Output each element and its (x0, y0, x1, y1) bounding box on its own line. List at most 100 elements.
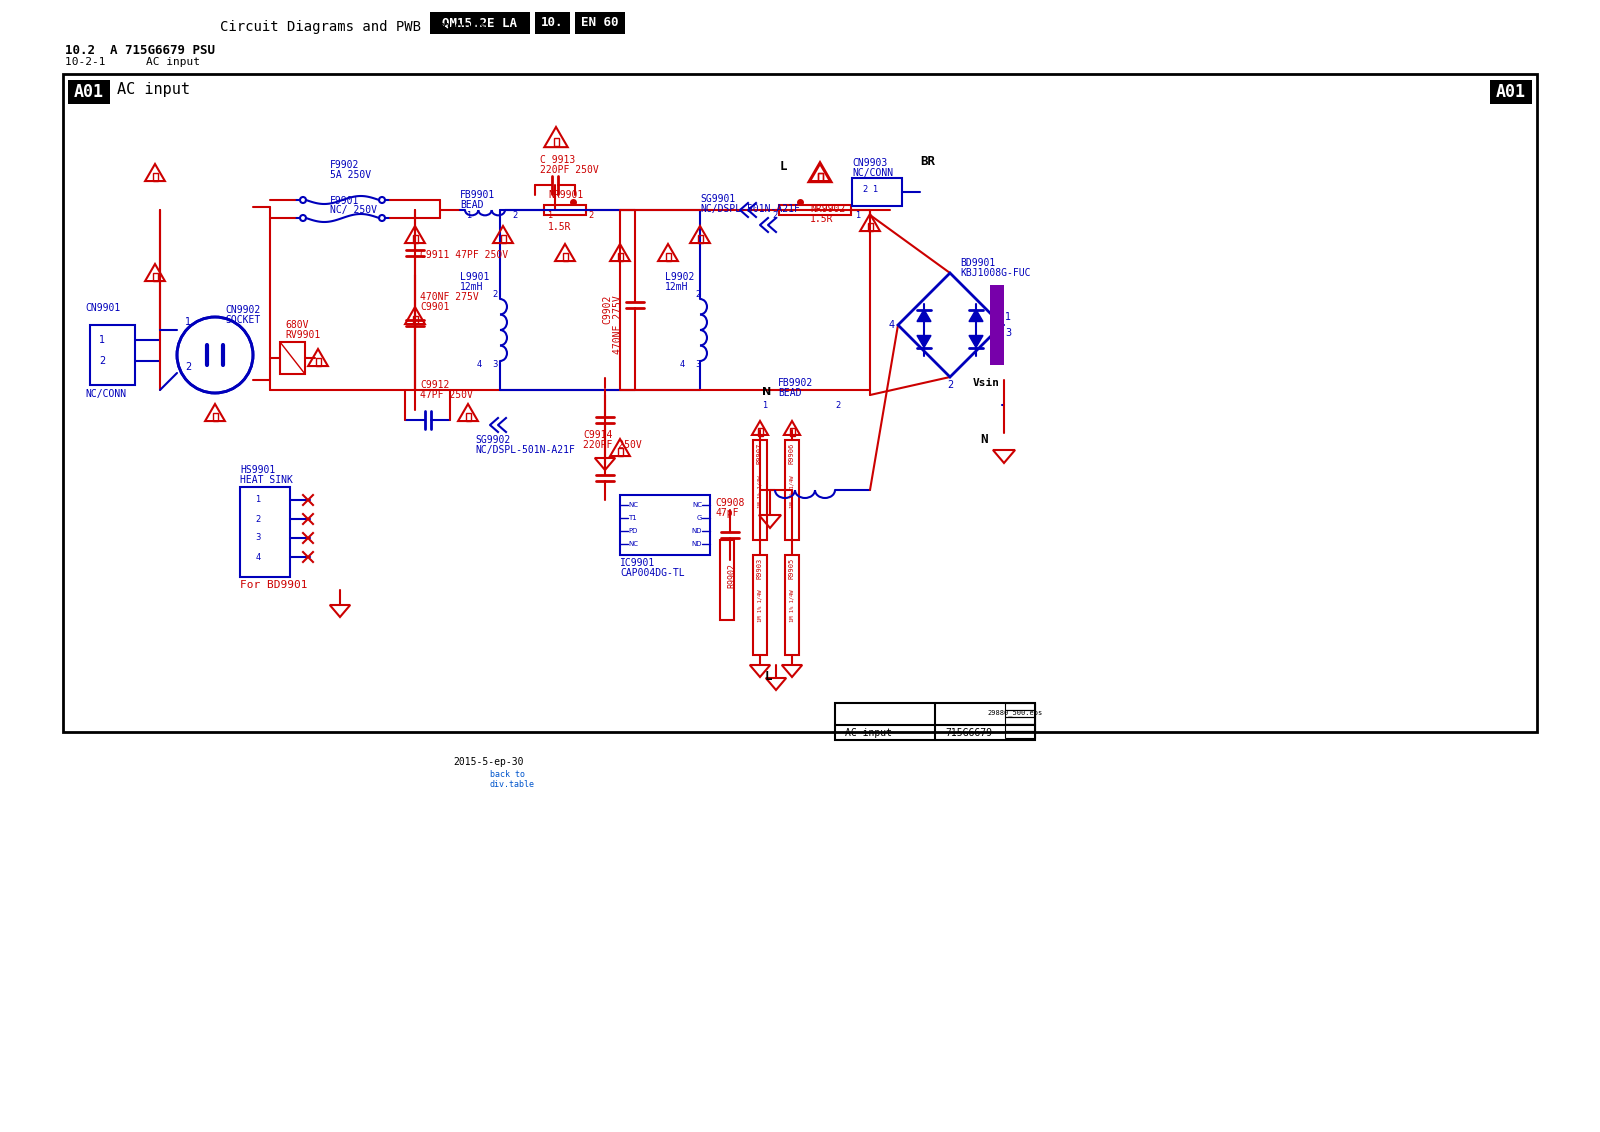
Text: IC9901: IC9901 (621, 558, 656, 568)
Text: 470NF 275V: 470NF 275V (613, 295, 622, 353)
Bar (534, 12, 570, 34)
Text: 2: 2 (186, 362, 192, 372)
Text: 220PF 250V: 220PF 250V (541, 165, 598, 175)
Text: C9902: C9902 (602, 295, 611, 325)
Text: C9911 47PF 250V: C9911 47PF 250V (419, 250, 509, 260)
Text: 220PF 250V: 220PF 250V (582, 440, 642, 451)
Bar (280, 342, 306, 374)
Bar (621, 495, 710, 555)
Text: HEAT SINK: HEAT SINK (240, 475, 293, 484)
Text: 5A 250V: 5A 250V (330, 170, 371, 180)
Text: NC: NC (627, 541, 638, 547)
Bar (698, 235, 702, 243)
Text: AC input: AC input (117, 82, 190, 97)
Text: NC: NC (691, 501, 702, 508)
Text: NC/DSPL-501N-A21F: NC/DSPL-501N-A21F (475, 445, 574, 455)
Bar (618, 252, 622, 261)
Bar (1005, 724, 1035, 731)
Text: 2: 2 (589, 211, 594, 220)
Bar (315, 358, 320, 366)
Text: 1.5R: 1.5R (810, 214, 834, 224)
Bar (152, 173, 157, 181)
Text: 1: 1 (872, 185, 877, 194)
Text: F9901: F9901 (330, 196, 360, 206)
Bar (213, 413, 218, 421)
Bar (1005, 731, 1035, 738)
Polygon shape (917, 335, 931, 348)
Text: BR: BR (920, 155, 934, 168)
Text: 680V: 680V (285, 320, 309, 331)
Text: NC/ 250V: NC/ 250V (330, 205, 378, 215)
Bar (152, 273, 157, 281)
Text: T1: T1 (627, 515, 637, 521)
Text: NC/DSPL-501N-A21F: NC/DSPL-501N-A21F (701, 204, 800, 214)
Text: R9902: R9902 (726, 563, 736, 588)
Text: ND: ND (691, 541, 702, 547)
Text: 3: 3 (694, 360, 701, 369)
Text: 10.2  A 715G6679 PSU: 10.2 A 715G6679 PSU (66, 44, 214, 57)
Bar (67, 80, 110, 104)
Bar (413, 235, 418, 243)
Text: Vsin: Vsin (973, 378, 1000, 388)
Text: NC/CONN: NC/CONN (85, 389, 126, 398)
Text: 2: 2 (493, 290, 498, 299)
Bar (818, 173, 822, 181)
Bar (818, 173, 822, 181)
Text: 47pF: 47pF (715, 508, 739, 518)
Text: 1: 1 (466, 211, 472, 220)
Text: 2015-5-ep-30: 2015-5-ep-30 (453, 757, 523, 767)
Text: 2: 2 (694, 290, 701, 299)
Text: L: L (781, 160, 787, 173)
Text: BD9901: BD9901 (960, 258, 995, 268)
Text: 29880_500.eps: 29880_500.eps (987, 709, 1042, 715)
Bar (1005, 703, 1035, 710)
Text: FB9901: FB9901 (461, 190, 496, 200)
Bar (789, 428, 795, 436)
Text: 1M 1% 1/4W: 1M 1% 1/4W (757, 475, 762, 507)
Text: 4: 4 (477, 360, 482, 369)
Text: 4: 4 (890, 320, 894, 331)
Text: CN9902: CN9902 (226, 305, 261, 315)
Text: BEAD: BEAD (461, 200, 483, 211)
Text: CN9903: CN9903 (851, 158, 888, 168)
Text: R9903: R9903 (757, 558, 763, 580)
Text: C9901: C9901 (419, 302, 450, 312)
Text: AC input: AC input (845, 728, 893, 738)
Text: C9908: C9908 (715, 498, 744, 508)
Text: 12mH: 12mH (666, 282, 688, 292)
Bar (867, 223, 872, 231)
Bar (779, 205, 851, 215)
Bar (430, 12, 530, 34)
Text: 3: 3 (256, 533, 261, 542)
Bar (574, 12, 626, 34)
Text: 1M 1% 1/4W: 1M 1% 1/4W (789, 590, 794, 623)
Bar (1490, 80, 1533, 104)
Text: 3: 3 (1005, 328, 1011, 338)
Text: R9907: R9907 (757, 443, 763, 464)
Bar (618, 448, 622, 456)
Text: L9902: L9902 (666, 272, 694, 282)
Bar (554, 138, 558, 146)
Text: C9914: C9914 (582, 430, 613, 440)
Polygon shape (917, 309, 931, 321)
Bar (563, 252, 568, 261)
Text: SG9901: SG9901 (701, 194, 736, 204)
Text: BEAD: BEAD (778, 388, 802, 398)
Text: 2: 2 (256, 515, 261, 523)
Bar (666, 252, 670, 261)
Bar (835, 703, 1035, 740)
Text: L9901: L9901 (461, 272, 490, 282)
Text: 2: 2 (512, 211, 517, 220)
Text: 10-2-1      AC input: 10-2-1 AC input (66, 57, 200, 67)
Text: 2: 2 (99, 355, 106, 366)
Text: F9902: F9902 (330, 160, 360, 170)
Text: Circuit Diagrams and PWB Layouts: Circuit Diagrams and PWB Layouts (221, 20, 488, 34)
Bar (786, 440, 798, 540)
Bar (757, 428, 763, 436)
Text: R9905: R9905 (789, 558, 795, 580)
Polygon shape (970, 335, 982, 348)
Bar (786, 555, 798, 655)
Bar (466, 413, 470, 421)
Bar (1005, 710, 1035, 717)
Text: HS9901: HS9901 (240, 465, 275, 475)
